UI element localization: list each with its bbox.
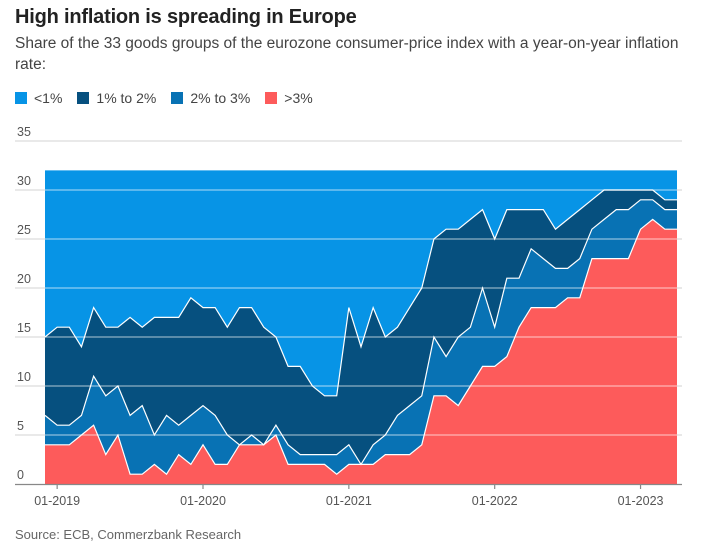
legend-item-below-1: <1% xyxy=(15,90,62,106)
x-tick-label: 01-2020 xyxy=(180,494,226,508)
area-layers xyxy=(45,170,677,484)
y-tick-label: 0 xyxy=(17,468,24,482)
x-axis: 01-2019 01-2020 01-2021 01-2022 01-2023 xyxy=(15,483,682,508)
source-note: Source: ECB, Commerzbank Research xyxy=(15,527,242,542)
legend-label: 2% to 3% xyxy=(190,90,251,106)
x-tick-label: 01-2022 xyxy=(472,494,518,508)
y-tick-label: 30 xyxy=(17,174,31,188)
x-tick-label: 01-2021 xyxy=(326,494,372,508)
x-tick-label: 01-2019 xyxy=(34,494,80,508)
gridlines xyxy=(15,140,682,436)
x-tick-label: 01-2023 xyxy=(618,494,664,508)
legend-label: 1% to 2% xyxy=(96,90,157,106)
legend-swatch-1-to-2 xyxy=(77,92,90,104)
y-tick-label: 15 xyxy=(17,321,31,335)
legend-swatch-2-to-3 xyxy=(171,92,184,104)
boundary-lines xyxy=(44,189,677,476)
legend: <1% 1% to 2% 2% to 3% >3% xyxy=(15,90,328,106)
series-boundary-line xyxy=(44,199,677,466)
y-tick-label: 10 xyxy=(17,370,31,384)
y-tick-label: 20 xyxy=(17,272,31,286)
legend-label: <1% xyxy=(34,90,63,106)
area-series-3 xyxy=(45,219,677,484)
legend-item-above-3: >3% xyxy=(265,90,313,106)
chart-subtitle: Share of the 33 goods groups of the euro… xyxy=(15,35,679,73)
area-series-1-to-2 xyxy=(45,190,677,465)
legend-label: >3% xyxy=(284,90,313,106)
series-boundary-line xyxy=(44,189,677,397)
y-axis-ticks: 0 5 10 15 20 25 30 35 xyxy=(17,125,31,482)
y-tick-label: 25 xyxy=(17,223,31,237)
y-tick-label: 5 xyxy=(17,419,24,433)
area-series-1 xyxy=(45,170,677,396)
legend-swatch-below-1 xyxy=(15,92,27,104)
y-tick-label: 35 xyxy=(17,125,31,139)
legend-item-2-to-3: 2% to 3% xyxy=(171,90,250,106)
chart-title: High inflation is spreading in Europe xyxy=(15,6,357,28)
legend-swatch-above-3 xyxy=(265,92,278,104)
legend-item-1-to-2: 1% to 2% xyxy=(77,90,156,106)
